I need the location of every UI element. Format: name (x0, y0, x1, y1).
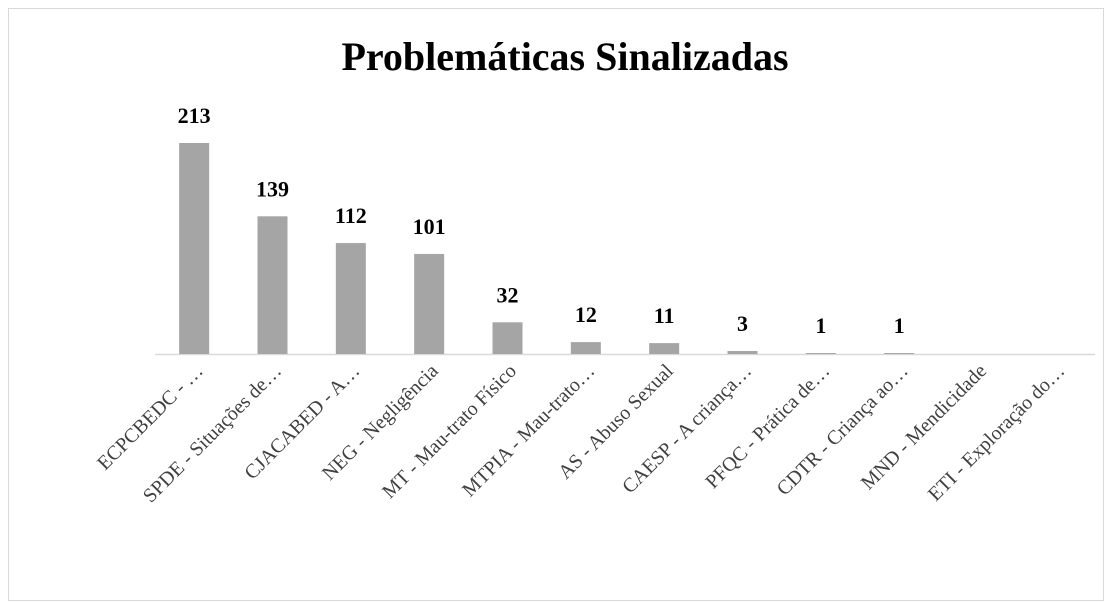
data-label: 1 (894, 313, 905, 338)
bar (649, 343, 680, 354)
bar (335, 243, 366, 354)
data-label: 1 (815, 313, 826, 338)
bar (257, 216, 288, 354)
data-label: 213 (178, 103, 211, 128)
chart-frame (8, 8, 1104, 601)
data-label: 32 (497, 282, 519, 307)
bar (570, 342, 601, 354)
chart-title: Problemáticas Sinalizadas (341, 34, 788, 79)
data-label: 12 (575, 302, 597, 327)
data-label: 11 (654, 303, 675, 328)
data-label: 3 (737, 311, 748, 336)
bar (179, 143, 210, 354)
bar (805, 353, 836, 354)
data-label: 101 (413, 214, 446, 239)
bar (414, 253, 445, 354)
data-label: 139 (256, 176, 289, 201)
bar (727, 351, 758, 354)
bar (492, 322, 523, 354)
data-label: 112 (335, 203, 367, 228)
bar (884, 353, 915, 354)
